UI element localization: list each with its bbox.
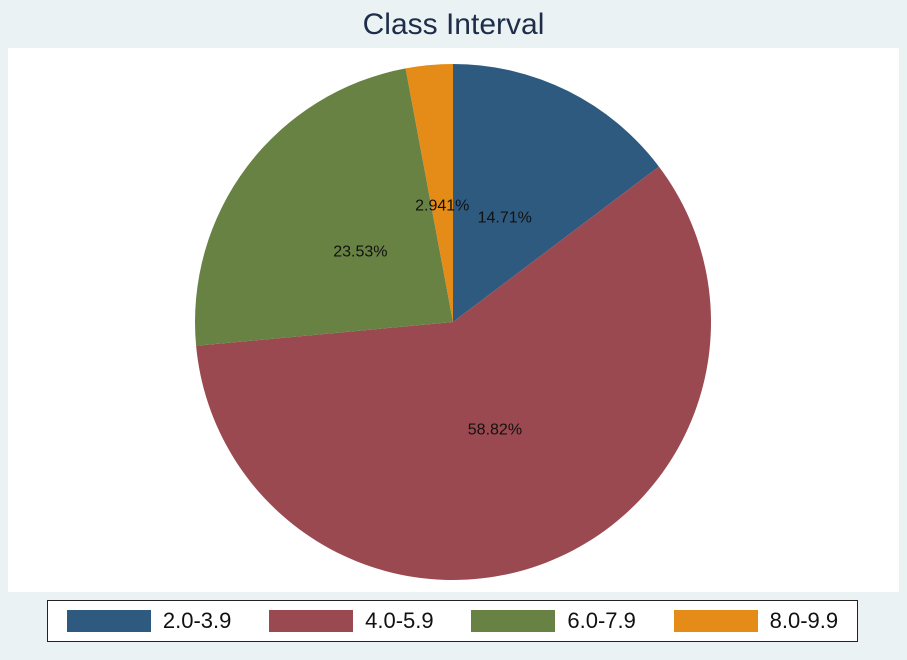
legend-label: 4.0-5.9 bbox=[365, 608, 434, 633]
slice-value-label: 2.941% bbox=[415, 198, 469, 215]
plot-area: 14.71% 58.82% 23.53% 2.941% bbox=[8, 48, 899, 592]
slice-value-label: 58.82% bbox=[468, 421, 522, 438]
legend-swatch bbox=[471, 610, 556, 632]
legend: 2.0-3.9 4.0-5.9 6.0-7.9 8.0-9.9 bbox=[47, 600, 858, 642]
slice-value-label: 14.71% bbox=[478, 209, 532, 226]
legend-swatch bbox=[66, 610, 151, 632]
pie-slice-4.0-5.9 bbox=[196, 166, 711, 580]
legend-item: 8.0-9.9 bbox=[673, 608, 839, 634]
pie-slice-2.0-3.9 bbox=[453, 64, 659, 322]
legend-item: 6.0-7.9 bbox=[471, 608, 636, 634]
legend-label: 6.0-7.9 bbox=[567, 608, 636, 633]
legend-swatch bbox=[673, 610, 758, 632]
chart-title: Class Interval bbox=[362, 8, 545, 41]
legend-item: 4.0-5.9 bbox=[269, 608, 434, 634]
legend-item: 2.0-3.9 bbox=[66, 608, 232, 634]
legend-label: 2.0-3.9 bbox=[162, 608, 232, 633]
legend-label: 8.0-9.9 bbox=[769, 608, 839, 633]
pie-slice-8.0-9.9 bbox=[405, 64, 453, 322]
pie-chart: 14.71% 58.82% 23.53% 2.941% bbox=[195, 64, 711, 580]
pie-slice-6.0-7.9 bbox=[195, 68, 453, 346]
slice-value-label: 23.53% bbox=[333, 243, 387, 260]
legend-swatch bbox=[269, 610, 354, 632]
